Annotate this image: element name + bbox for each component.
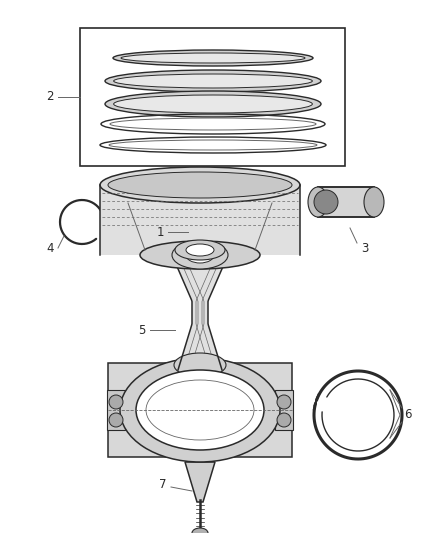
Ellipse shape bbox=[172, 241, 228, 269]
Polygon shape bbox=[172, 255, 228, 370]
Polygon shape bbox=[108, 363, 292, 457]
Ellipse shape bbox=[113, 50, 313, 66]
Text: 1: 1 bbox=[156, 225, 164, 238]
Bar bbox=[275, 390, 293, 430]
Ellipse shape bbox=[140, 241, 260, 269]
Text: 5: 5 bbox=[138, 324, 146, 336]
Ellipse shape bbox=[277, 413, 291, 427]
Bar bbox=[100, 185, 300, 255]
Ellipse shape bbox=[109, 413, 123, 427]
Ellipse shape bbox=[174, 353, 226, 377]
Ellipse shape bbox=[364, 187, 384, 217]
Ellipse shape bbox=[121, 53, 305, 63]
Text: 4: 4 bbox=[46, 241, 54, 254]
Ellipse shape bbox=[113, 74, 312, 88]
Polygon shape bbox=[185, 462, 215, 502]
Ellipse shape bbox=[136, 370, 264, 450]
Ellipse shape bbox=[314, 190, 338, 214]
Text: 2: 2 bbox=[46, 91, 54, 103]
Ellipse shape bbox=[175, 240, 225, 260]
Bar bbox=[318, 187, 374, 217]
Ellipse shape bbox=[192, 528, 208, 533]
Text: 7: 7 bbox=[159, 479, 167, 491]
Bar bbox=[80, 28, 345, 166]
Ellipse shape bbox=[105, 91, 321, 117]
Text: 3: 3 bbox=[361, 241, 369, 254]
Ellipse shape bbox=[120, 358, 280, 462]
Ellipse shape bbox=[105, 70, 321, 92]
Text: 6: 6 bbox=[404, 408, 412, 422]
Ellipse shape bbox=[113, 95, 312, 113]
Ellipse shape bbox=[277, 395, 291, 409]
Ellipse shape bbox=[186, 247, 214, 263]
Ellipse shape bbox=[186, 244, 214, 256]
Ellipse shape bbox=[108, 172, 292, 198]
Ellipse shape bbox=[100, 167, 300, 203]
Ellipse shape bbox=[308, 187, 328, 217]
Ellipse shape bbox=[109, 395, 123, 409]
Bar bbox=[107, 390, 125, 430]
